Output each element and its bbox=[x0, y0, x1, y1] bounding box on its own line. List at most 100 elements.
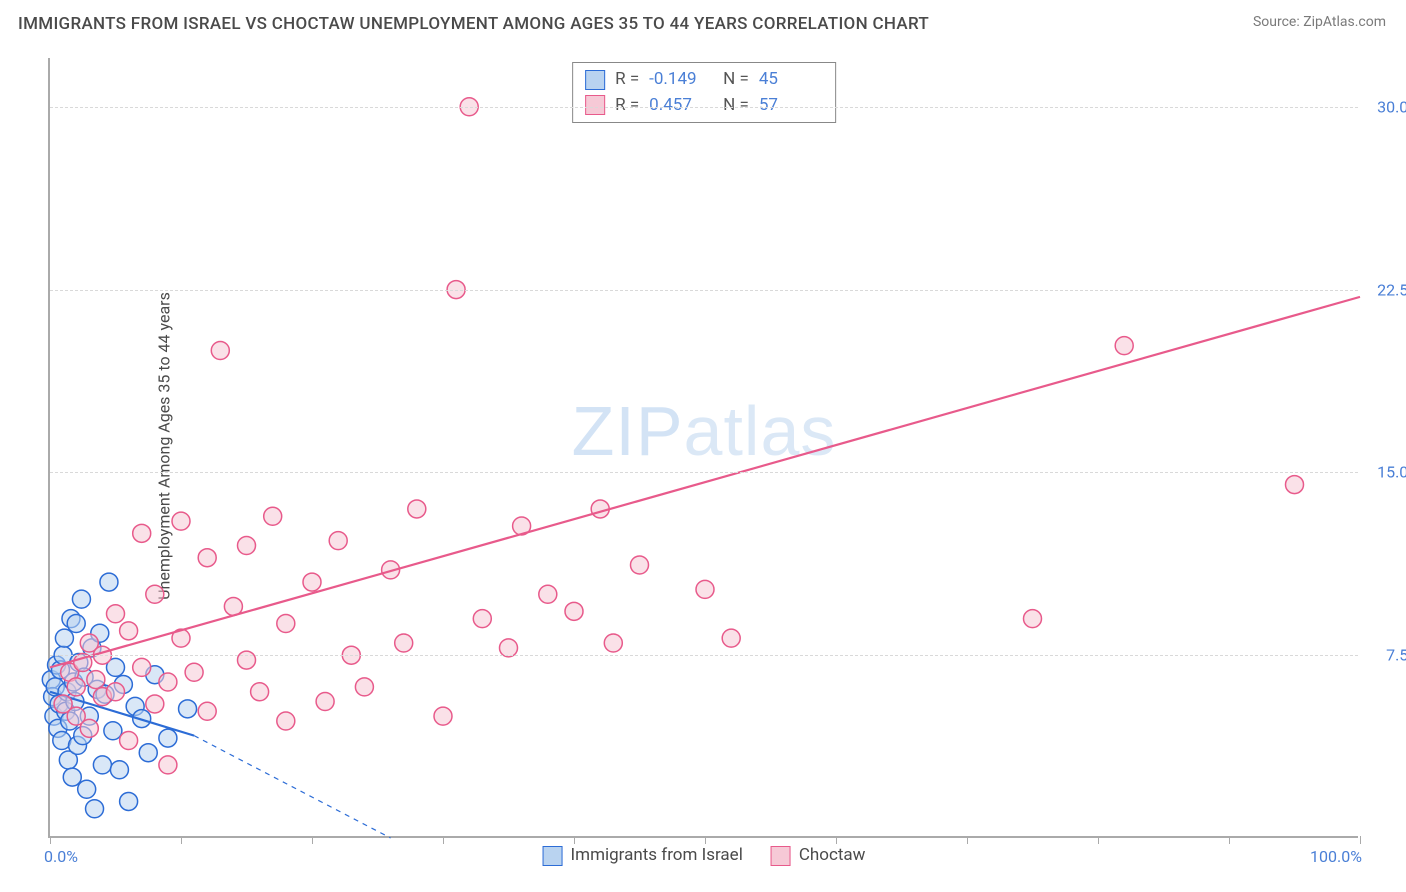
data-point bbox=[120, 622, 138, 640]
legend-item: Immigrants from Israel bbox=[543, 845, 743, 866]
data-point bbox=[185, 663, 203, 681]
data-point bbox=[473, 610, 491, 628]
plot-area: ZIPatlas R =-0.149N =45R =0.457N =57 Imm… bbox=[48, 58, 1358, 838]
y-tick-label: 30.0% bbox=[1377, 97, 1406, 116]
data-point bbox=[100, 573, 118, 591]
data-point bbox=[211, 342, 229, 360]
legend-n-value: 57 bbox=[759, 93, 823, 119]
legend-bottom: Immigrants from Israel Choctaw bbox=[543, 845, 866, 866]
data-point bbox=[67, 615, 85, 633]
data-point bbox=[179, 700, 197, 718]
data-point bbox=[120, 732, 138, 750]
trend-line bbox=[50, 297, 1360, 668]
data-point bbox=[198, 702, 216, 720]
data-point bbox=[500, 639, 518, 657]
legend-label: Immigrants from Israel bbox=[571, 845, 743, 865]
data-point bbox=[238, 651, 256, 669]
data-point bbox=[277, 712, 295, 730]
data-point bbox=[146, 695, 164, 713]
data-point bbox=[172, 512, 190, 530]
data-point bbox=[198, 549, 216, 567]
chart-svg bbox=[50, 58, 1358, 836]
data-point bbox=[104, 722, 122, 740]
legend-r-value: 0.457 bbox=[649, 93, 713, 119]
data-point bbox=[133, 658, 151, 676]
gridline bbox=[50, 107, 1358, 108]
data-point bbox=[1286, 476, 1304, 494]
data-point bbox=[604, 634, 622, 652]
legend-stats-row: R = -0.149 N = 45 bbox=[585, 67, 823, 93]
x-tick bbox=[50, 836, 51, 844]
legend-label: Choctaw bbox=[799, 845, 866, 865]
x-tick bbox=[836, 836, 837, 844]
legend-swatch bbox=[585, 70, 605, 90]
y-tick-label: 7.5% bbox=[1386, 646, 1406, 665]
data-point bbox=[408, 500, 426, 518]
legend-item: Choctaw bbox=[771, 845, 866, 866]
x-tick bbox=[705, 836, 706, 844]
legend-stats: R = -0.149 N = 45 R = 0.457 N = 57 bbox=[572, 62, 836, 123]
data-point bbox=[722, 629, 740, 647]
data-point bbox=[1115, 337, 1133, 355]
data-point bbox=[120, 792, 138, 810]
data-point bbox=[159, 729, 177, 747]
trend-line-extrap bbox=[194, 736, 391, 838]
data-point bbox=[238, 537, 256, 555]
x-tick-label: 0.0% bbox=[44, 847, 78, 866]
data-point bbox=[631, 556, 649, 574]
data-point bbox=[86, 800, 104, 818]
data-point bbox=[539, 585, 557, 603]
data-point bbox=[55, 629, 73, 647]
legend-swatch bbox=[543, 846, 563, 866]
chart-title: IMMIGRANTS FROM ISRAEL VS CHOCTAW UNEMPL… bbox=[18, 14, 929, 34]
data-point bbox=[303, 573, 321, 591]
legend-r-label: R = bbox=[615, 93, 639, 119]
y-tick-label: 22.5% bbox=[1377, 280, 1406, 299]
y-tick-label: 15.0% bbox=[1377, 463, 1406, 482]
x-tick bbox=[967, 836, 968, 844]
data-point bbox=[133, 524, 151, 542]
data-point bbox=[251, 683, 269, 701]
legend-n-value: 45 bbox=[759, 67, 823, 93]
data-point bbox=[159, 756, 177, 774]
x-tick bbox=[574, 836, 575, 844]
data-point bbox=[80, 719, 98, 737]
legend-swatch bbox=[771, 846, 791, 866]
legend-r-value: -0.149 bbox=[649, 67, 713, 93]
x-tick bbox=[1360, 836, 1361, 844]
data-point bbox=[93, 756, 111, 774]
data-point bbox=[107, 683, 125, 701]
data-point bbox=[139, 744, 157, 762]
legend-n-label: N = bbox=[723, 67, 749, 93]
data-point bbox=[277, 615, 295, 633]
data-point bbox=[329, 532, 347, 550]
x-tick bbox=[312, 836, 313, 844]
gridline bbox=[50, 655, 1358, 656]
data-point bbox=[264, 507, 282, 525]
x-tick bbox=[443, 836, 444, 844]
data-point bbox=[63, 768, 81, 786]
data-point bbox=[87, 671, 105, 689]
data-point bbox=[395, 634, 413, 652]
legend-stats-row: R = 0.457 N = 57 bbox=[585, 93, 823, 119]
data-point bbox=[565, 602, 583, 620]
data-point bbox=[316, 693, 334, 711]
legend-r-label: R = bbox=[615, 67, 639, 93]
data-point bbox=[434, 707, 452, 725]
gridline bbox=[50, 290, 1358, 291]
x-tick-label: 100.0% bbox=[1310, 847, 1362, 866]
data-point bbox=[72, 590, 90, 608]
data-point bbox=[146, 585, 164, 603]
data-point bbox=[67, 678, 85, 696]
data-point bbox=[78, 780, 96, 798]
x-tick bbox=[1098, 836, 1099, 844]
x-tick bbox=[1229, 836, 1230, 844]
legend-n-label: N = bbox=[723, 93, 749, 119]
data-point bbox=[107, 605, 125, 623]
gridline bbox=[50, 472, 1358, 473]
legend-swatch bbox=[585, 95, 605, 115]
source-label: Source: ZipAtlas.com bbox=[1253, 14, 1386, 30]
data-point bbox=[1024, 610, 1042, 628]
data-point bbox=[355, 678, 373, 696]
data-point bbox=[110, 761, 128, 779]
